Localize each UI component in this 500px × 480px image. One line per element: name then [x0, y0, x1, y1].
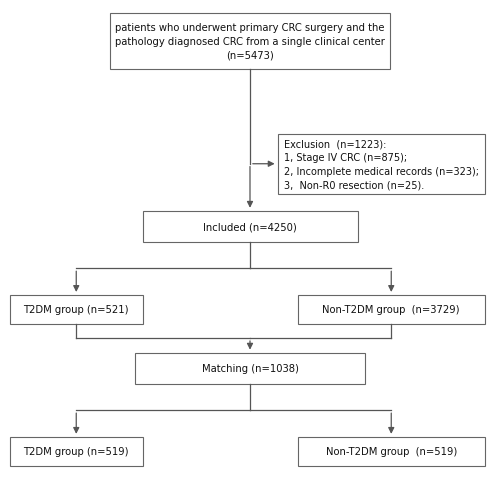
Text: T2DM group (n=519): T2DM group (n=519): [24, 446, 129, 456]
Text: Non-T2DM group  (n=3729): Non-T2DM group (n=3729): [322, 305, 460, 314]
FancyBboxPatch shape: [298, 437, 485, 466]
Text: Matching (n=1038): Matching (n=1038): [202, 363, 298, 373]
Text: patients who underwent primary CRC surgery and the
pathology diagnosed CRC from : patients who underwent primary CRC surge…: [115, 24, 385, 60]
Text: Non-T2DM group  (n=519): Non-T2DM group (n=519): [326, 446, 457, 456]
FancyBboxPatch shape: [278, 134, 485, 194]
FancyBboxPatch shape: [142, 211, 358, 242]
FancyBboxPatch shape: [10, 437, 142, 466]
FancyBboxPatch shape: [110, 14, 390, 70]
Text: T2DM group (n=521): T2DM group (n=521): [24, 305, 129, 314]
Text: Exclusion  (n=1223):
1, Stage IV CRC (n=875);
2, Incomplete medical records (n=3: Exclusion (n=1223): 1, Stage IV CRC (n=8…: [284, 139, 478, 190]
FancyBboxPatch shape: [135, 353, 365, 384]
FancyBboxPatch shape: [10, 295, 142, 324]
FancyBboxPatch shape: [298, 295, 485, 324]
Text: Included (n=4250): Included (n=4250): [203, 222, 297, 232]
